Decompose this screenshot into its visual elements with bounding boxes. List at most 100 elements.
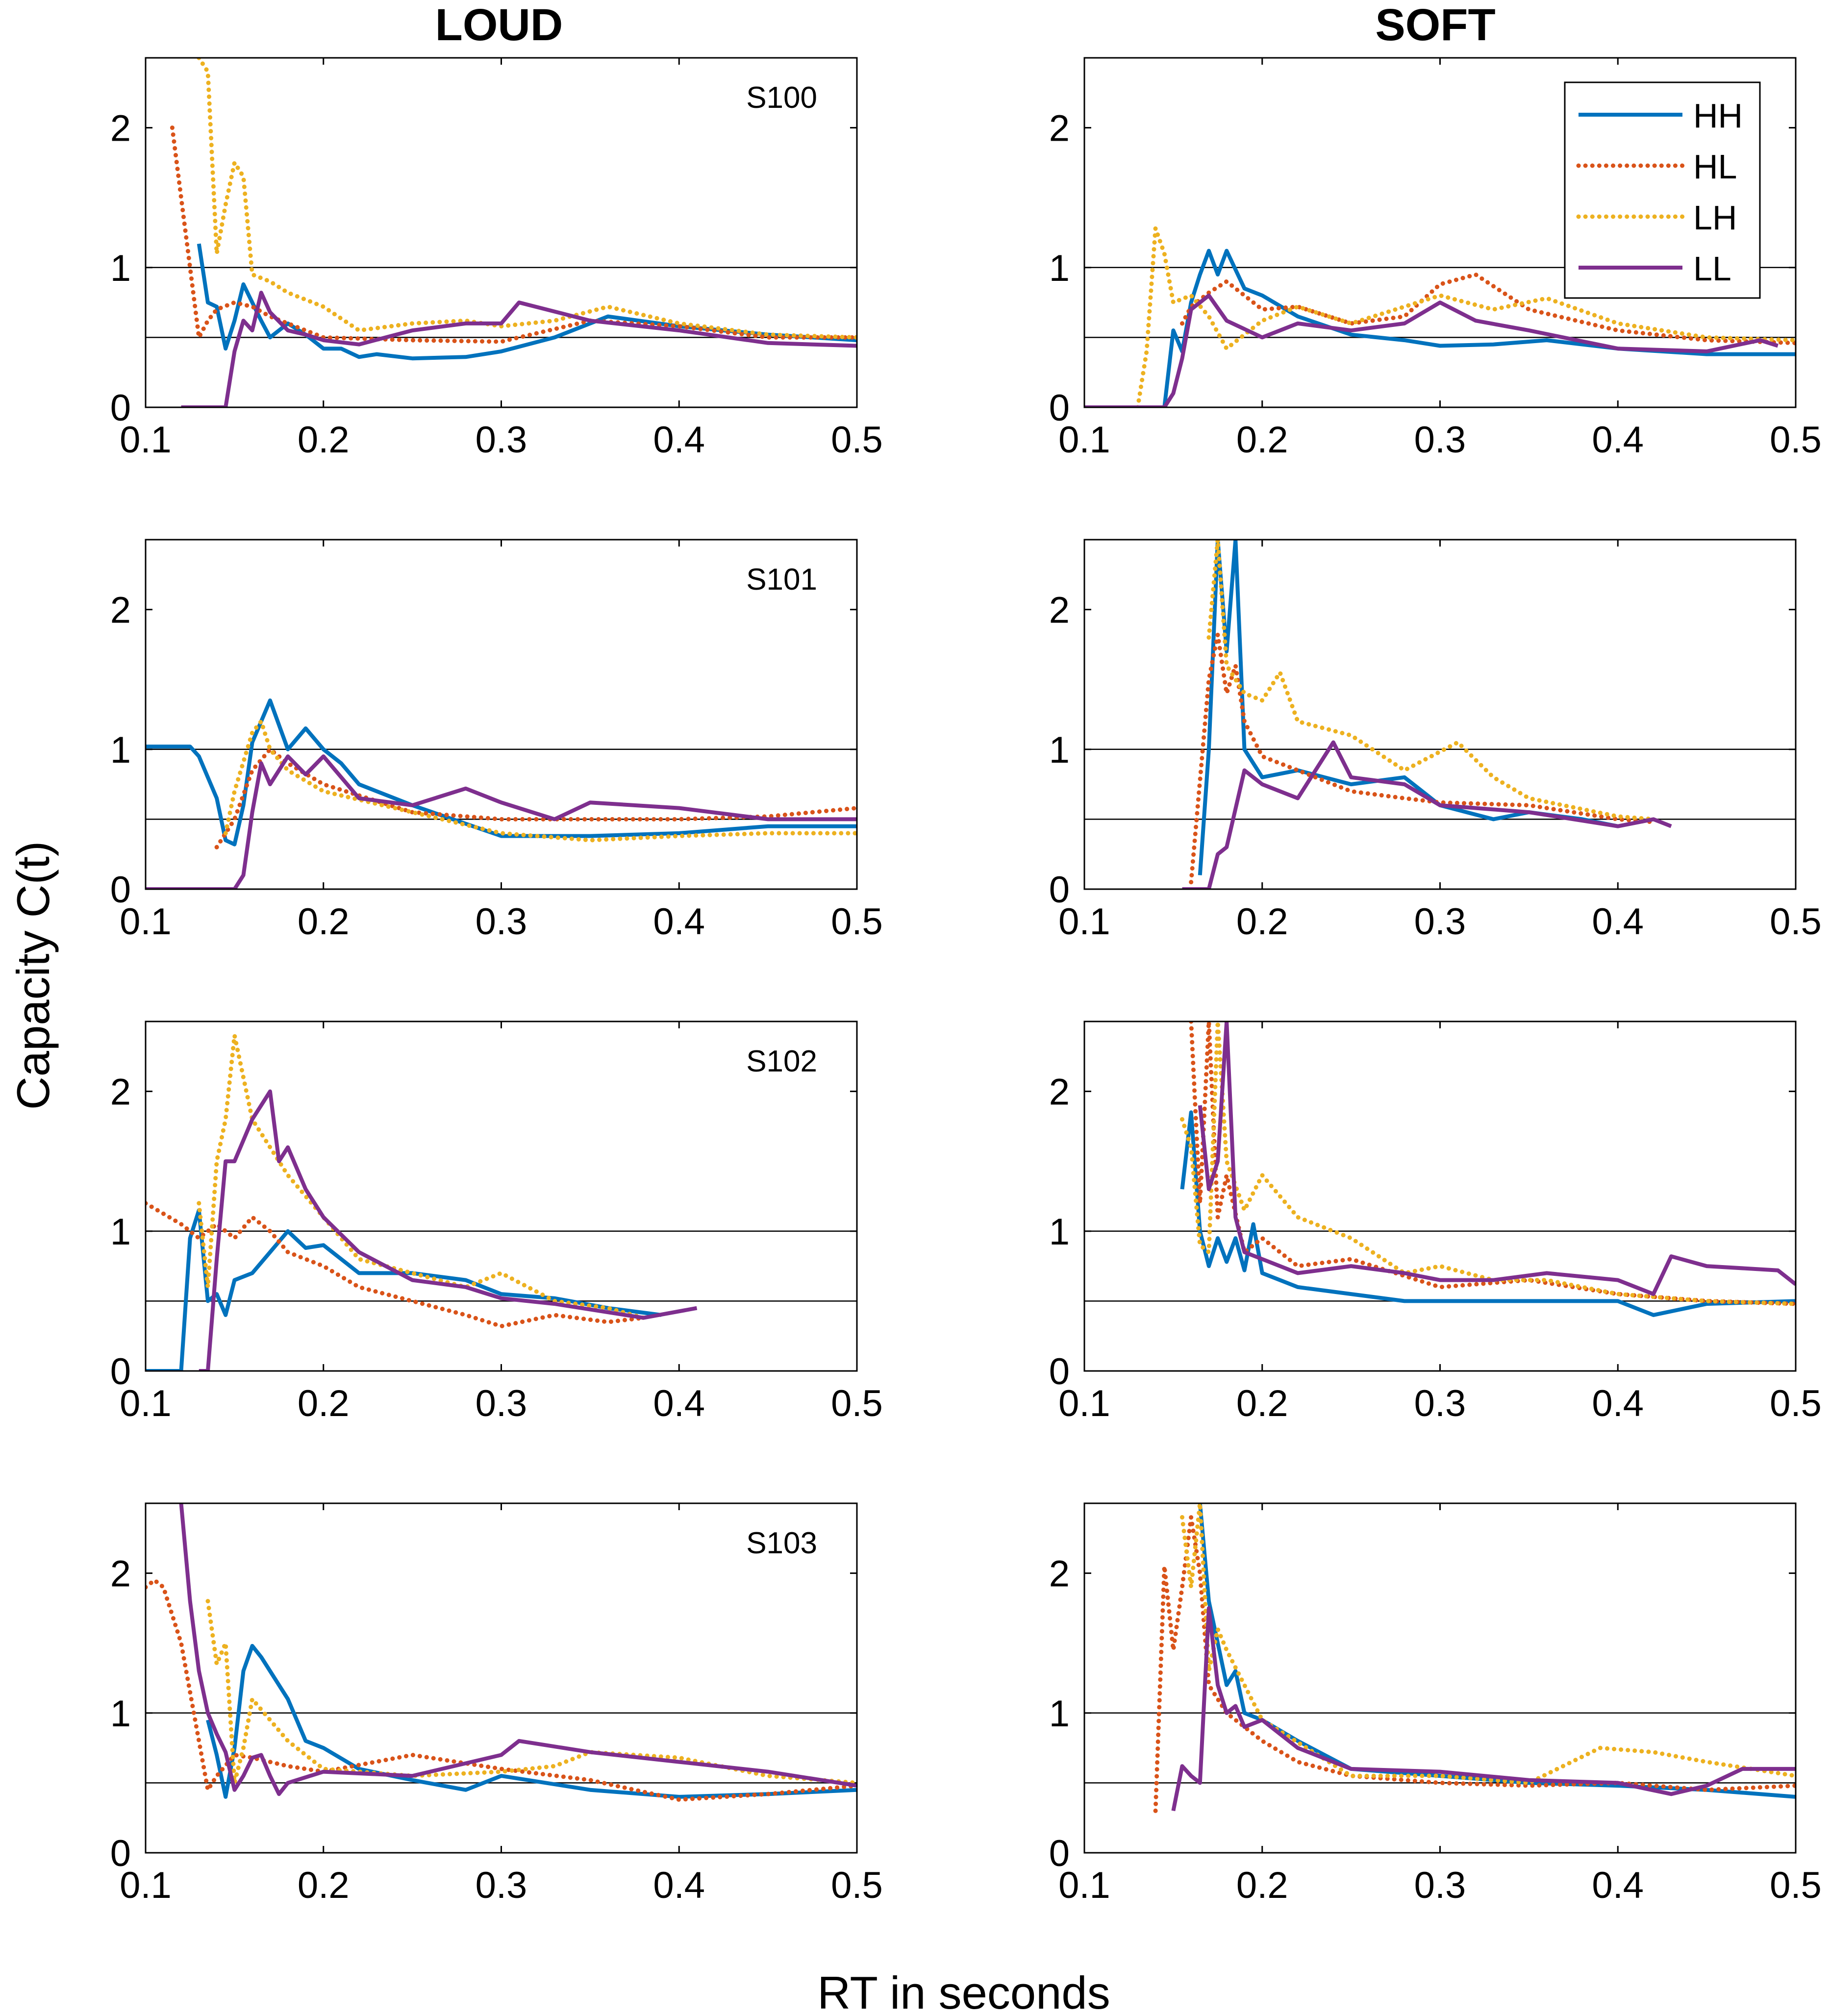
x-tick-label: 0.4 xyxy=(653,419,705,461)
x-tick-label: 0.1 xyxy=(1058,1865,1110,1906)
legend-label: HH xyxy=(1693,97,1743,135)
x-tick-label: 0.5 xyxy=(1770,901,1822,943)
column-title-soft: SOFT xyxy=(1375,0,1495,50)
y-axis-label: Capacity C(t) xyxy=(7,841,59,1110)
series-line-hh xyxy=(206,1643,857,1799)
x-tick-label: 0.3 xyxy=(1414,419,1466,461)
subject-label: S100 xyxy=(746,81,817,115)
plot-area xyxy=(146,58,857,407)
x-tick-label: 0.1 xyxy=(1058,1383,1110,1424)
series-line-ll xyxy=(1171,1606,1796,1812)
x-tick-label: 0.2 xyxy=(1236,419,1288,461)
y-tick-label: 0 xyxy=(110,1351,131,1393)
x-tick-label: 0.4 xyxy=(1592,419,1644,461)
x-tick-label: 0.4 xyxy=(1592,1383,1644,1424)
x-tick-label: 0.5 xyxy=(831,1865,883,1906)
x-tick-label: 0.2 xyxy=(1236,1383,1288,1424)
x-tick-label: 0.1 xyxy=(120,419,172,461)
x-tick-label: 0.1 xyxy=(120,901,172,943)
x-tick-label: 0.5 xyxy=(831,419,883,461)
panel-soft-1: 0.1 0.2 0.3 0.4 0.5 0 1 2 xyxy=(1049,539,1822,943)
x-tick-label: 0.3 xyxy=(476,419,527,461)
column-title-loud: LOUD xyxy=(435,0,563,50)
subject-label: S102 xyxy=(746,1045,817,1078)
x-tick-label: 0.4 xyxy=(1592,1865,1644,1906)
y-tick-label: 2 xyxy=(1049,1071,1070,1113)
x-tick-label: 0.5 xyxy=(831,1383,883,1424)
x-tick-label: 0.3 xyxy=(1414,901,1466,943)
y-tick-label: 0 xyxy=(1049,869,1070,911)
x-tick-label: 0.4 xyxy=(653,1865,705,1906)
series-line-lh xyxy=(1180,1503,1796,1785)
series-line-hl xyxy=(1153,1515,1796,1813)
series-line-hl xyxy=(1180,272,1796,346)
x-tick-label: 0.3 xyxy=(476,1383,527,1424)
x-tick-label: 0.5 xyxy=(831,901,883,943)
panel-s103: 0.1 0.2 0.3 0.4 0.5 0 1 2 S103 xyxy=(110,1502,883,1906)
x-tick-label: 0.5 xyxy=(1770,1383,1822,1424)
y-tick-label: 2 xyxy=(110,108,131,149)
series-line-lh xyxy=(1135,226,1796,407)
series-line-hl xyxy=(1189,632,1656,885)
panel-s101: 0.1 0.2 0.3 0.4 0.5 0 1 2 S101 xyxy=(110,539,883,943)
panel-soft-2: 0.1 0.2 0.3 0.4 0.5 0 1 2 xyxy=(1049,1020,1822,1424)
y-tick-label: 1 xyxy=(110,1693,131,1735)
y-tick-label: 0 xyxy=(1049,1833,1070,1874)
y-tick-label: 0 xyxy=(110,387,131,429)
x-tick-label: 0.5 xyxy=(1770,419,1822,461)
series-line-lh xyxy=(197,58,857,340)
x-tick-label: 0.2 xyxy=(1236,901,1288,943)
x-tick-label: 0.1 xyxy=(1058,419,1110,461)
legend-label: LL xyxy=(1693,249,1731,288)
x-tick-label: 0.2 xyxy=(298,901,350,943)
plot-area xyxy=(1084,540,1796,889)
plot-area xyxy=(146,1021,857,1371)
y-tick-label: 0 xyxy=(1049,387,1070,429)
y-tick-label: 1 xyxy=(110,1211,131,1253)
series-line-ll xyxy=(199,1089,698,1371)
series-line-hl xyxy=(146,1201,646,1329)
series-line-hh xyxy=(1162,249,1796,407)
x-tick-label: 0.3 xyxy=(1414,1383,1466,1424)
series-line-lh xyxy=(1206,540,1656,821)
x-tick-label: 0.4 xyxy=(653,1383,705,1424)
legend-entry-ll: LL xyxy=(1579,249,1731,288)
series-line-hh xyxy=(197,243,857,361)
x-tick-label: 0.2 xyxy=(298,419,350,461)
x-tick-label: 0.3 xyxy=(476,1865,527,1906)
legend-entry-hh: HH xyxy=(1579,97,1743,135)
legend: HH HL LH LL xyxy=(1564,81,1761,299)
series-line-hh xyxy=(1198,1503,1796,1799)
x-tick-label: 0.4 xyxy=(1592,901,1644,943)
series-line-lh xyxy=(223,719,857,843)
y-tick-label: 1 xyxy=(110,729,131,771)
legend-label: HL xyxy=(1693,148,1737,186)
legend-label: LH xyxy=(1693,199,1737,237)
subject-label: S101 xyxy=(746,563,817,597)
panel-s102: 0.1 0.2 0.3 0.4 0.5 0 1 2 S102 xyxy=(110,1020,883,1424)
legend-entry-hl: HL xyxy=(1576,148,1737,186)
panel-s100: 0.1 0.2 0.3 0.4 0.5 0 1 2 S100 xyxy=(110,57,883,461)
series-line-hh xyxy=(1180,1110,1796,1317)
series-line-ll xyxy=(1182,740,1672,889)
panels: 0.1 0.2 0.3 0.4 0.5 0 1 2 S100 0.1 0.2 0.3 0.4 0.5 0 1 2… xyxy=(110,57,1822,1906)
y-tick-label: 2 xyxy=(110,1553,131,1595)
y-tick-label: 0 xyxy=(110,1833,131,1874)
legend-box xyxy=(1564,81,1761,299)
y-tick-label: 2 xyxy=(1049,1553,1070,1595)
y-tick-label: 1 xyxy=(110,248,131,289)
y-tick-label: 1 xyxy=(1049,1211,1070,1253)
x-tick-label: 0.1 xyxy=(120,1865,172,1906)
y-tick-label: 0 xyxy=(1049,1351,1070,1393)
panel-soft-3: 0.1 0.2 0.3 0.4 0.5 0 1 2 xyxy=(1049,1502,1822,1906)
series-line-lh xyxy=(197,1033,646,1320)
x-tick-label: 0.2 xyxy=(1236,1865,1288,1906)
y-tick-label: 0 xyxy=(110,869,131,911)
x-tick-label: 0.3 xyxy=(476,901,527,943)
legend-entry-lh: LH xyxy=(1576,199,1737,237)
series-line-ll xyxy=(1084,293,1779,407)
x-tick-label: 0.2 xyxy=(298,1865,350,1906)
x-tick-label: 0.4 xyxy=(653,901,705,943)
y-tick-label: 2 xyxy=(110,590,131,631)
